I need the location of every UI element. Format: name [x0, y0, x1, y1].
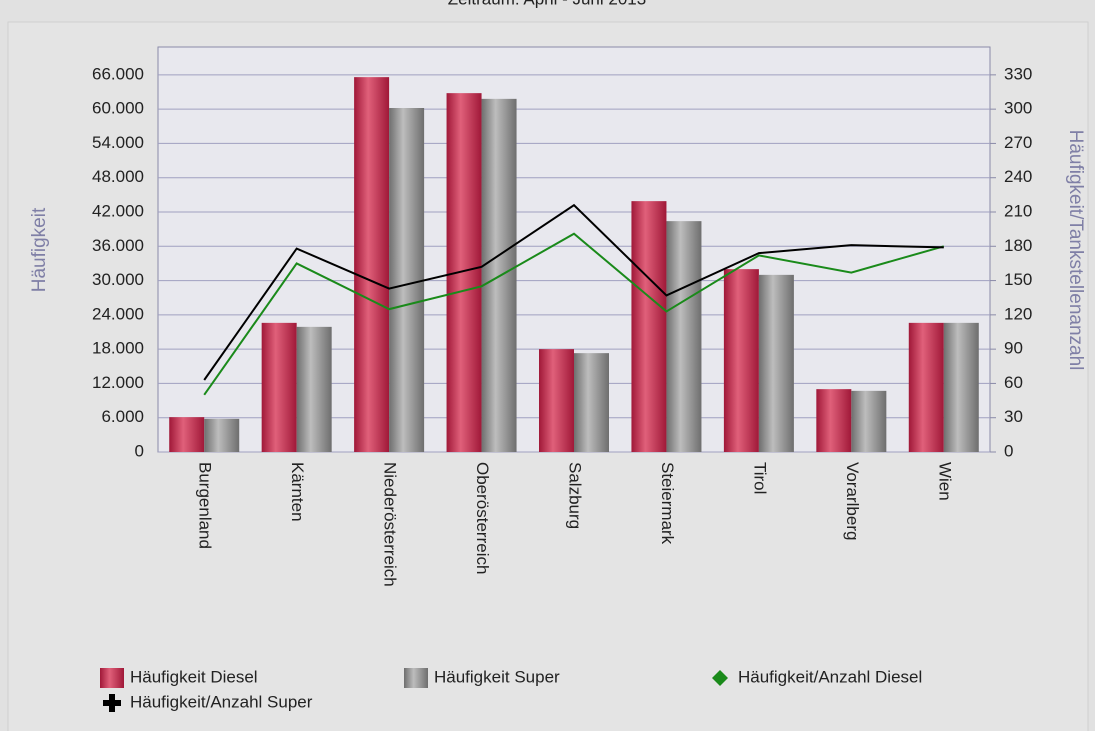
x-tick-label: Vorarlberg: [843, 462, 862, 540]
y2-tick-label: 30: [1004, 407, 1023, 426]
legend-marker: [712, 670, 728, 686]
bar: [261, 322, 297, 452]
y2-tick-label: 150: [1004, 270, 1032, 289]
y2-tick-label: 180: [1004, 236, 1032, 255]
legend-swatch: [404, 668, 428, 688]
bar: [574, 353, 609, 452]
y2-tick-label: 240: [1004, 167, 1032, 186]
legend-label: Häufigkeit/Anzahl Super: [130, 692, 313, 711]
y2-tick-label: 330: [1004, 64, 1032, 83]
x-tick-label: Salzburg: [566, 462, 585, 529]
y2-tick-label: 300: [1004, 99, 1032, 118]
y2-tick-label: 0: [1004, 441, 1013, 460]
legend-label: Häufigkeit Diesel: [130, 667, 258, 686]
y-tick-label: 18.000: [92, 339, 144, 358]
y-tick-label: 0: [135, 441, 144, 460]
bar: [446, 93, 482, 453]
y2-tick-label: 60: [1004, 373, 1023, 392]
y-tick-label: 66.000: [92, 64, 144, 83]
line: [203, 232, 945, 396]
bar: [816, 389, 852, 452]
x-tick-label: Kärnten: [288, 462, 307, 522]
y2-tick-label: 270: [1004, 133, 1032, 152]
bar: [851, 390, 887, 452]
y-tick-label: 36.000: [92, 236, 144, 255]
legend-marker: [103, 694, 121, 712]
y-tick-label: 6.000: [101, 407, 144, 426]
x-tick-label: Oberösterreich: [473, 462, 492, 574]
bar: [908, 322, 944, 452]
bar: [631, 201, 667, 452]
line: [203, 203, 944, 381]
bar: [296, 326, 332, 452]
bar: [389, 108, 425, 452]
y-axis-title: Häufigkeit: [29, 207, 50, 292]
bar: [723, 269, 759, 452]
y-tick-label: 42.000: [92, 201, 144, 220]
bar: [666, 221, 702, 452]
bar: [354, 77, 390, 453]
y2-tick-label: 120: [1004, 304, 1032, 323]
y-tick-label: 60.000: [92, 99, 144, 118]
bar: [204, 418, 240, 452]
legend-swatch: [100, 668, 124, 688]
y2-tick-label: 90: [1004, 339, 1023, 358]
x-tick-label: Tirol: [750, 462, 769, 494]
x-tick-label: Steiermark: [658, 462, 677, 545]
legend-label: Häufigkeit/Anzahl Diesel: [738, 667, 922, 686]
y-tick-label: 30.000: [92, 270, 144, 289]
y-tick-label: 24.000: [92, 304, 144, 323]
y-tick-label: 48.000: [92, 167, 144, 186]
legend-label: Häufigkeit Super: [434, 667, 560, 686]
x-tick-label: Niederösterreich: [381, 462, 400, 587]
y-tick-label: 12.000: [92, 373, 144, 392]
y2-tick-label: 210: [1004, 201, 1032, 220]
bar: [943, 322, 979, 452]
x-tick-label: Wien: [935, 462, 954, 501]
bar: [169, 417, 205, 452]
chart-title: Zeitraum: April - Juni 2013: [448, 0, 646, 8]
y2-axis-title: Häufigkeit/Tankstellenanzahl: [1065, 130, 1086, 371]
x-tick-label: Burgenland: [196, 462, 215, 549]
y-tick-label: 54.000: [92, 133, 144, 152]
bar: [758, 274, 794, 452]
bar: [539, 349, 574, 452]
